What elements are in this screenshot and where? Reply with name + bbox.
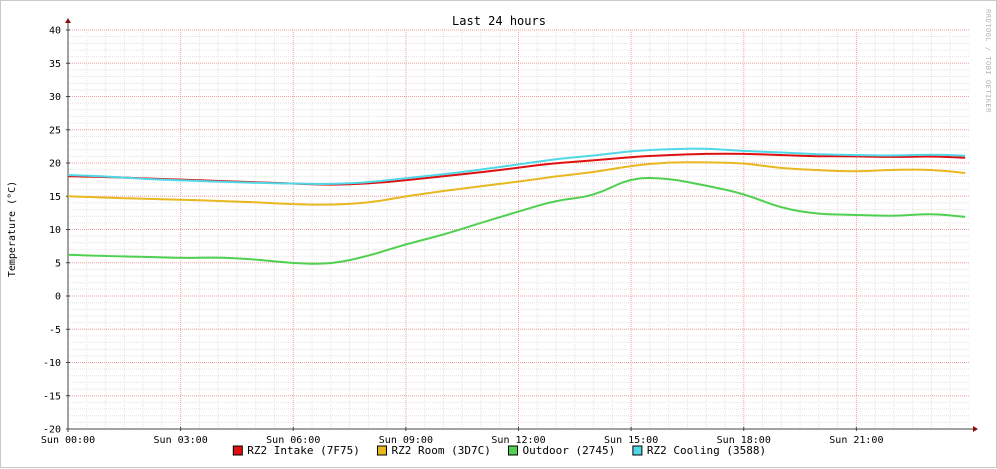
x-tick-label: Sun 15:00 [604, 435, 658, 446]
y-tick-label: -15 [43, 391, 61, 402]
y-tick-label: 5 [55, 258, 61, 269]
y-tick-label: 0 [55, 292, 61, 303]
y-tick-labels: 40 35 30 25 20 15 10 5 0 -5 -10 -15 -20 [43, 26, 61, 436]
y-tick-label: 25 [49, 125, 61, 136]
series-line-outdoor-2745 [67, 176, 966, 265]
x-tick-label: Sun 12:00 [491, 435, 545, 446]
y-tick-label: 20 [49, 159, 61, 170]
x-tick-label: Sun 21:00 [829, 435, 883, 446]
y-tick-label: 15 [49, 192, 61, 203]
series-line-rz2-cooling-3588 [67, 147, 966, 186]
legend-item-rz2-intake-7f75: RZ2 Intake (7F75) [232, 444, 360, 457]
legend: RZ2 Intake (7F75) RZ2 Room (3D7C) Outdoor … [232, 444, 766, 457]
legend-item-outdoor-2745: Outdoor (2745) [508, 444, 616, 457]
chart-title: Last 24 hours [452, 14, 546, 28]
y-tick-label: 10 [49, 225, 61, 236]
series-line-rz2-room-3d7c [67, 161, 966, 206]
legend-item-rz2-room-3d7c: RZ2 Room (3D7C) [377, 444, 491, 457]
y-tick-label: -5 [49, 325, 61, 336]
y-axis-label: Temperature (°C) [7, 181, 18, 277]
watermark: RRDTOOL / TOBI OETIKER [984, 9, 992, 113]
x-tick-label: Sun 03:00 [154, 435, 208, 446]
x-tick-label: Sun 09:00 [379, 435, 433, 446]
legend-swatch [508, 445, 518, 456]
x-tick-label: Sun 00:00 [41, 435, 95, 446]
y-tick-label: 40 [49, 26, 61, 37]
legend-label: Outdoor (2745) [523, 444, 616, 457]
y-tick-label: -10 [43, 358, 61, 369]
legend-item-rz2-cooling-3588: RZ2 Cooling (3588) [632, 444, 766, 457]
axes [65, 18, 978, 432]
x-tick-label: Sun 18:00 [717, 435, 771, 446]
x-tick-label: Sun 06:00 [266, 435, 320, 446]
legend-label: RZ2 Intake (7F75) [247, 444, 360, 457]
series-lines [67, 147, 966, 265]
y-tick-label: 30 [49, 92, 61, 103]
x-tick-labels: Sun 00:00 Sun 03:00 Sun 06:00 Sun 09:00 Sun … [41, 435, 884, 446]
y-tick-label: -20 [43, 425, 61, 436]
y-tick-label: 35 [49, 59, 61, 70]
legend-swatch [377, 445, 387, 456]
legend-label: RZ2 Room (3D7C) [392, 444, 491, 457]
legend-label: RZ2 Cooling (3588) [647, 444, 766, 457]
x-axis-arrow [973, 426, 978, 432]
legend-swatch [232, 445, 243, 456]
legend-swatch [632, 445, 643, 456]
y-axis-arrow [65, 18, 71, 23]
